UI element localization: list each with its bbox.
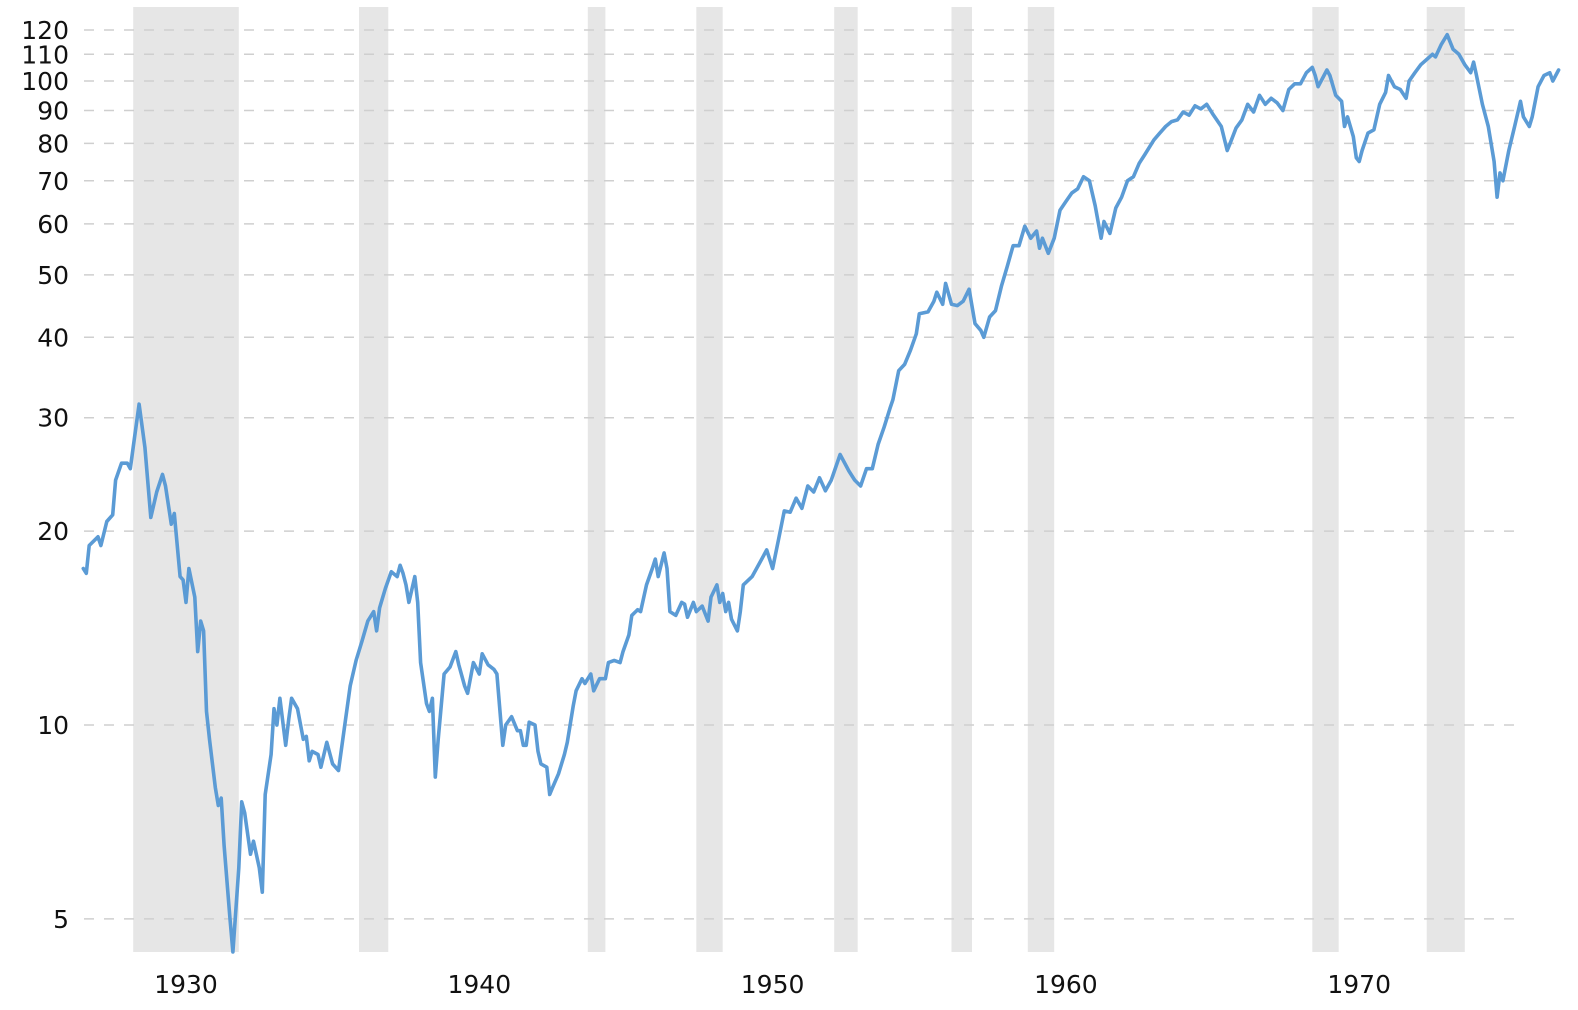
shaded-period-2	[587, 7, 606, 952]
x-tick-label: 1970	[1327, 970, 1391, 999]
y-tick-label: 40	[37, 323, 69, 352]
y-tick-label: 10	[37, 711, 69, 740]
shaded-periods	[133, 7, 1465, 952]
y-tick-label: 120	[21, 16, 69, 45]
x-tick-label: 1950	[741, 970, 805, 999]
shaded-period-0	[133, 7, 239, 952]
y-tick-label: 90	[37, 97, 69, 126]
shaded-period-1	[359, 7, 389, 952]
y-tick-label: 80	[37, 129, 69, 158]
shaded-period-5	[951, 7, 972, 952]
y-tick-label: 110	[21, 40, 69, 69]
gridlines	[84, 29, 1520, 920]
shaded-period-8	[1426, 7, 1465, 952]
y-tick-label: 70	[37, 167, 69, 196]
index-series-line	[81, 32, 1561, 954]
x-tick-label: 1960	[1034, 970, 1098, 999]
y-tick-label: 20	[37, 517, 69, 546]
y-tick-label: 50	[37, 261, 69, 290]
x-axis-labels: 1930 1940 1950 1960 1970	[154, 970, 1391, 999]
y-tick-label: 100	[21, 67, 69, 96]
shaded-period-7	[1312, 7, 1339, 952]
y-tick-label: 60	[37, 210, 69, 239]
x-tick-label: 1940	[447, 970, 511, 999]
shaded-period-4	[834, 7, 858, 952]
shaded-period-3	[696, 7, 723, 952]
y-tick-label: 5	[53, 905, 69, 934]
y-tick-label: 30	[37, 404, 69, 433]
x-tick-label: 1930	[154, 970, 218, 999]
shaded-period-6	[1027, 7, 1055, 952]
